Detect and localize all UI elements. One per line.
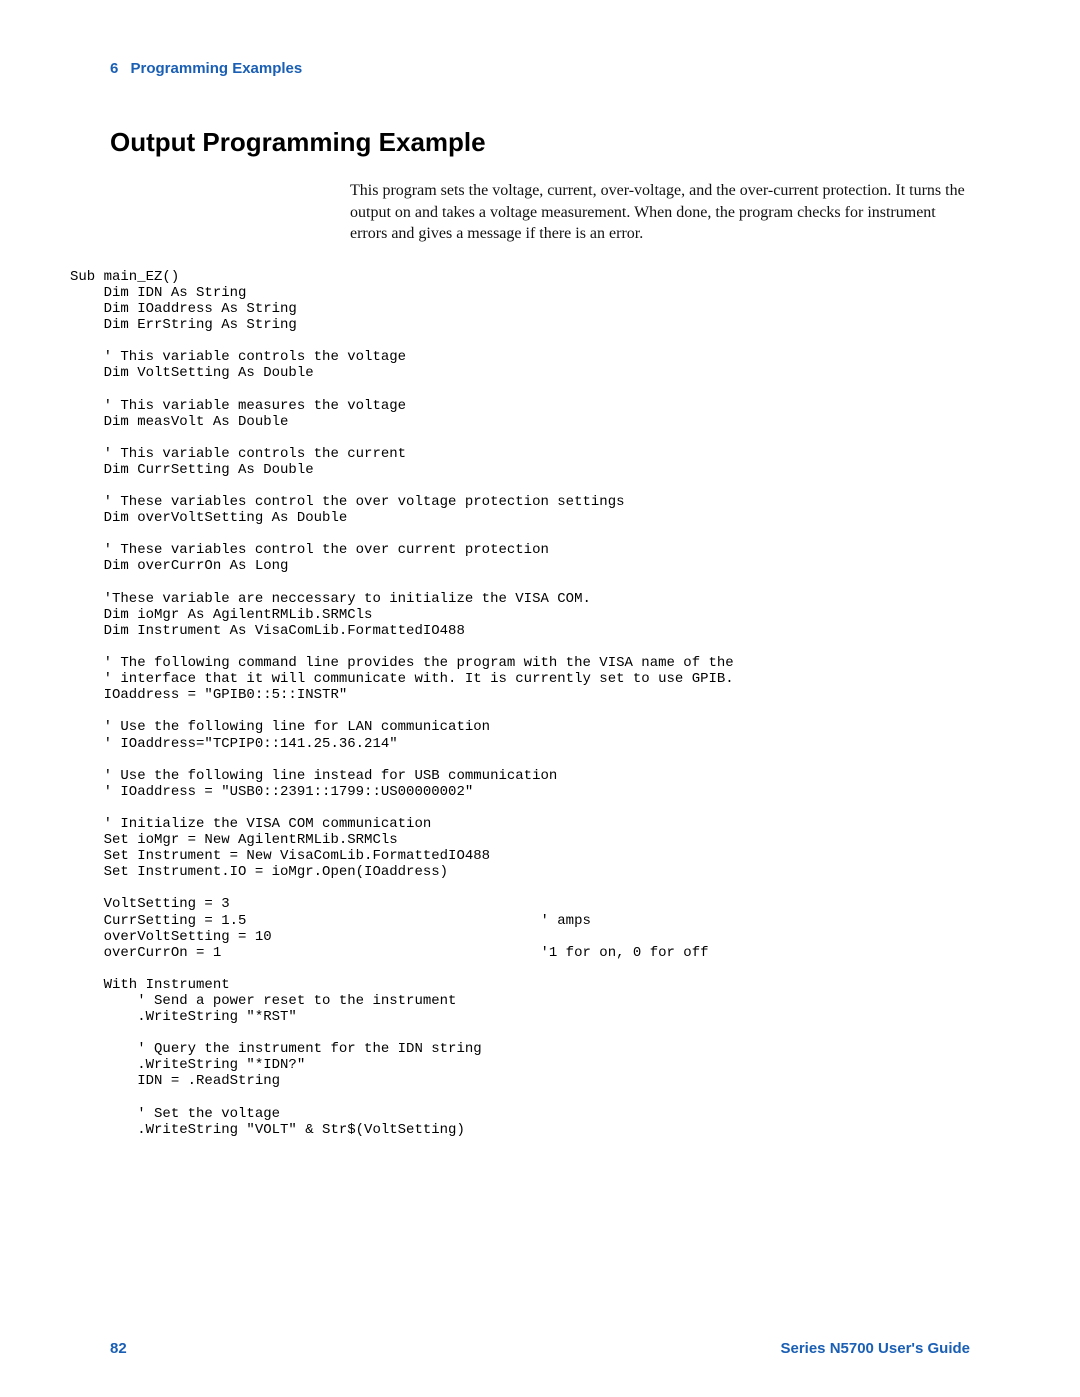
page-footer: 82 Series N5700 User's Guide xyxy=(110,1340,970,1357)
intro-paragraph: This program sets the voltage, current, … xyxy=(350,180,970,245)
code-listing: Sub main_EZ() Dim IDN As String Dim IOad… xyxy=(70,269,970,1138)
page-header: 6 Programming Examples xyxy=(110,60,970,77)
guide-name: Series N5700 User's Guide xyxy=(780,1340,970,1357)
page-number: 82 xyxy=(110,1340,127,1357)
chapter-name: Programming Examples xyxy=(131,60,303,77)
page-container: 6 Programming Examples Output Programmin… xyxy=(0,0,1080,1397)
section-title: Output Programming Example xyxy=(110,127,970,158)
chapter-number: 6 xyxy=(110,60,118,77)
